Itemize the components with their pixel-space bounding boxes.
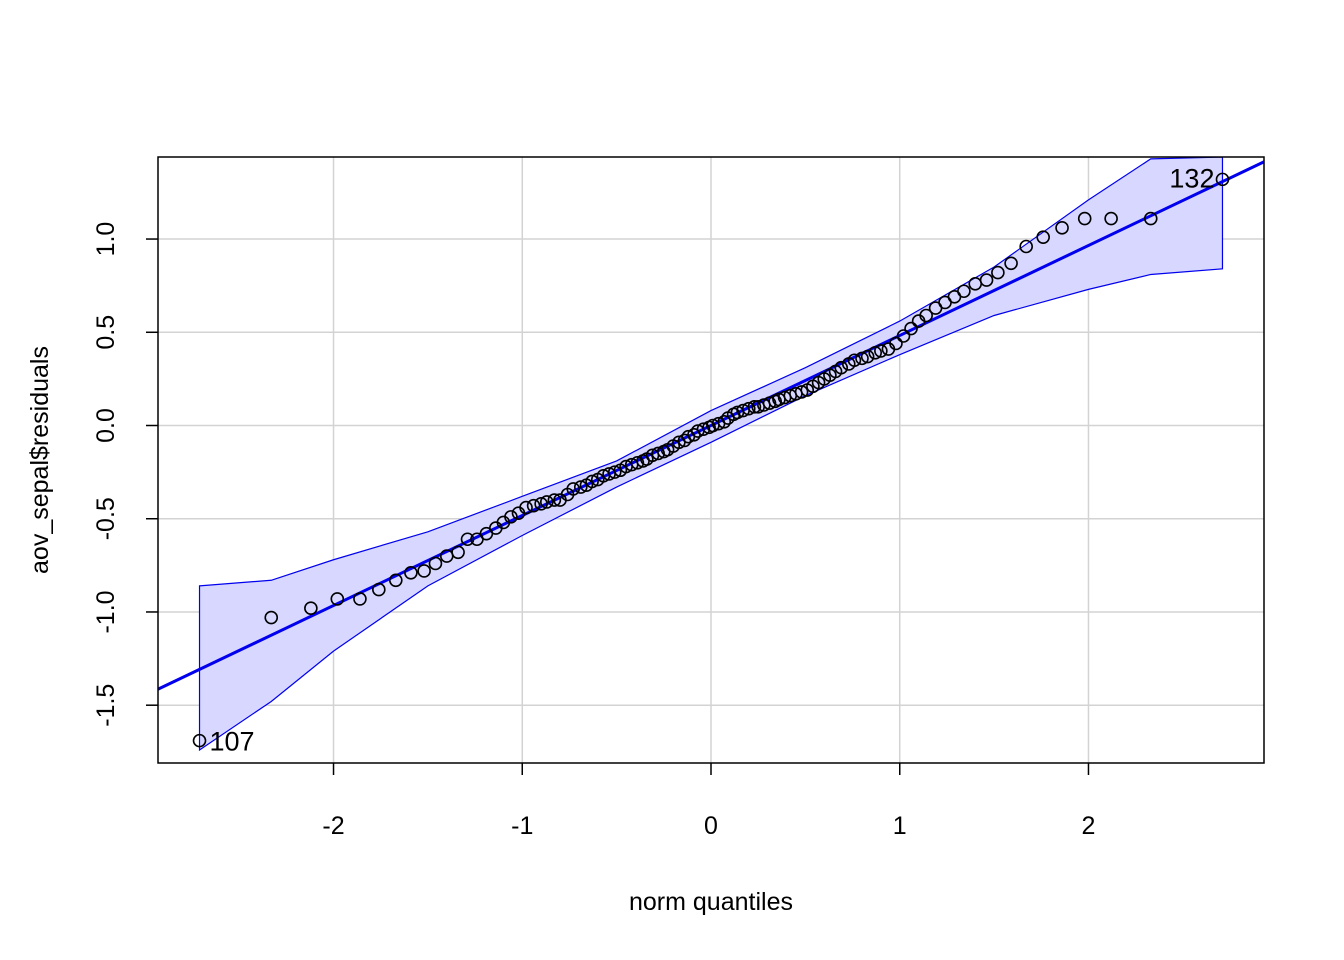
data-point [585,474,599,489]
y-tick-label: 0.0 [92,408,120,443]
x-tick-label: -2 [322,812,344,840]
y-tick-label: -0.5 [92,497,120,540]
y-tick-label: -1.0 [92,590,120,633]
data-point [372,582,386,597]
data-point [1143,211,1158,226]
data-point [1019,239,1033,254]
data-point [526,498,541,513]
confidence-band-outline [198,157,1224,752]
data-point [1215,172,1230,187]
data-point [1036,230,1050,244]
confidence-band-group [198,157,1224,752]
data-point [1104,211,1118,226]
data-point [1055,221,1069,235]
y-tick-label: 0.5 [92,315,120,350]
data-point [651,446,665,461]
x-axis-title: norm quantiles [629,888,793,916]
data-point [747,400,762,414]
data-point [889,336,903,351]
y-axis-title: aov_sepal$residuals [26,346,54,574]
data-point [991,265,1005,280]
confidence-band [199,157,1223,750]
data-point [874,344,888,358]
data-point [696,422,711,437]
data-point [868,345,883,360]
data-point [717,414,732,429]
data-point [330,592,345,606]
data-point [547,493,562,507]
data-point [389,573,403,588]
data-point [519,500,533,515]
data-point [834,360,849,375]
data-point [847,353,862,368]
data-point [860,349,875,364]
data-point [979,273,994,287]
data-point [304,601,318,616]
x-tick-label: 1 [893,812,907,840]
data-point [794,385,809,399]
y-axis: -1.5 -1.0 -0.5 0.0 0.5 1.0 [92,222,158,727]
data-point [192,733,207,748]
point-label: 132 [1169,163,1214,193]
data-point [607,465,622,479]
x-tick-label: 2 [1082,812,1096,840]
data-point [630,455,645,470]
data-point [417,564,431,578]
data-point [534,497,548,511]
data-point [539,495,554,509]
data-point [504,510,518,524]
data-point [404,566,418,580]
data-point [855,351,869,366]
data-point [353,592,367,606]
data-point [919,308,933,323]
point-labels: 107 132 [210,163,1215,756]
x-axis: -2 -1 0 1 2 [322,763,1095,840]
x-tick-label: 0 [704,812,718,840]
data-point [460,532,475,547]
data-point [1004,256,1018,271]
data-point [451,545,465,560]
data-point [762,396,777,410]
data-point [741,401,756,416]
data-point [566,482,581,496]
y-tick-label: 1.0 [92,222,120,257]
data-point [904,321,918,336]
data-point [264,610,279,625]
data-point [573,480,588,494]
point-label: 107 [210,727,255,757]
data-point [1077,211,1092,226]
data-point [896,329,911,343]
reference-line-group [158,160,1264,691]
reference-line [158,160,1264,691]
data-point [957,284,971,299]
x-tick-label: -1 [511,812,533,840]
data-point [428,556,443,571]
y-tick-label: -1.5 [92,684,120,727]
data-points [192,172,1230,748]
